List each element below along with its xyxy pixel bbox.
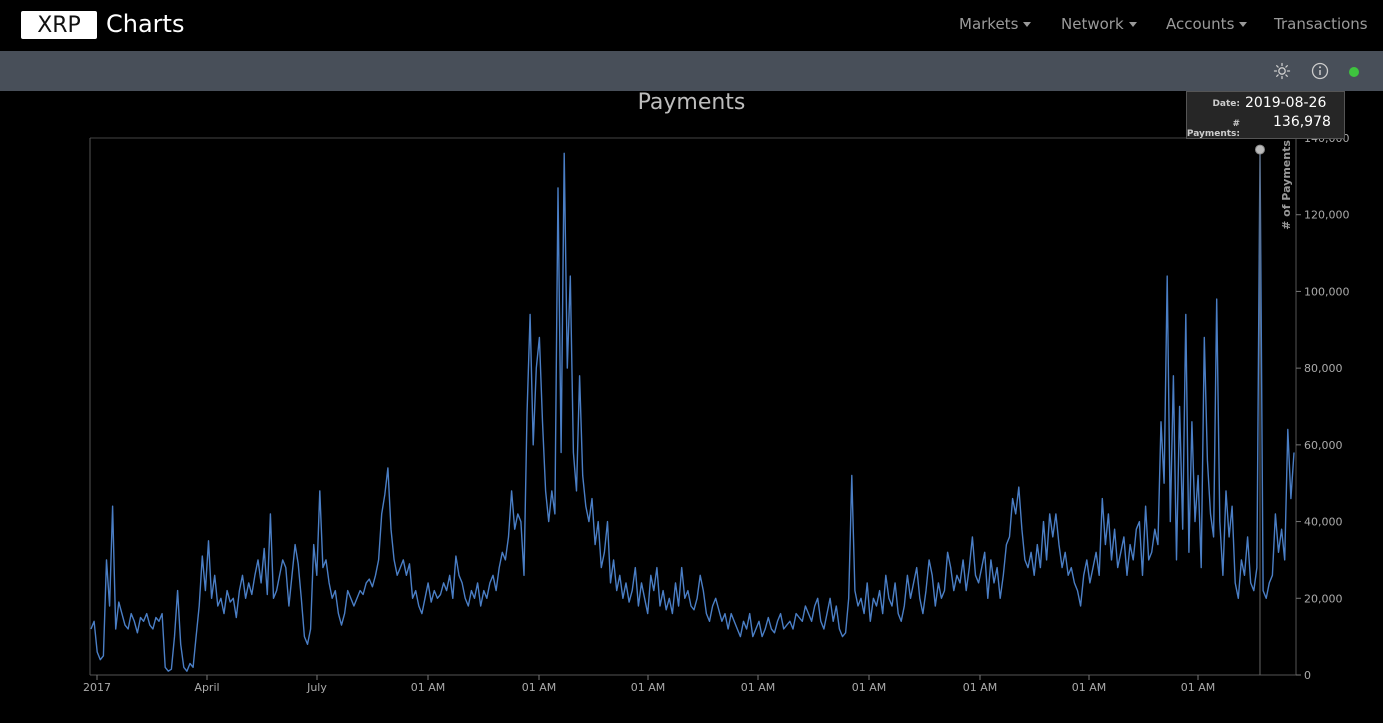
x-tick-label: 01 AM [631, 681, 666, 694]
x-tick-label: July [306, 681, 327, 694]
tooltip-payments-label: # Payments: [1186, 119, 1241, 139]
nav-accounts[interactable]: Accounts [1166, 15, 1248, 33]
logo-text: XRP [37, 12, 81, 38]
x-tick-label: 01 AM [741, 681, 776, 694]
nav-transactions-label: Transactions [1274, 15, 1368, 33]
nav-transactions[interactable]: Transactions [1274, 15, 1368, 33]
y-tick-label: 80,000 [1304, 362, 1343, 375]
y-tick-label: 20,000 [1304, 592, 1343, 605]
x-tick-label: 01 AM [1072, 681, 1107, 694]
status-dot-icon [1349, 67, 1359, 77]
x-tick-label: 01 AM [522, 681, 557, 694]
tooltip-payments-value: 136,978 [1273, 114, 1331, 130]
y-tick-label: 40,000 [1304, 516, 1343, 529]
top-navbar: XRP Charts Markets Network Accounts Tran… [0, 0, 1383, 51]
x-tick-label: 01 AM [852, 681, 887, 694]
toolbar [0, 51, 1383, 91]
x-tick-label: April [194, 681, 219, 694]
app-title: Charts [106, 10, 185, 38]
nav-markets[interactable]: Markets [959, 15, 1032, 33]
chart-tooltip: Date: 2019-08-26 # Payments: 136,978 [1186, 91, 1345, 139]
chevron-down-icon [1023, 22, 1032, 27]
y-tick-label: 120,000 [1304, 209, 1350, 222]
chevron-down-icon [1128, 22, 1137, 27]
nav-network-label: Network [1061, 15, 1124, 33]
hover-marker [1254, 144, 1265, 155]
y-tick-label: 100,000 [1304, 285, 1350, 298]
y-axis-label: # of Payments [1280, 140, 1293, 230]
tooltip-date-value: 2019-08-26 [1245, 95, 1327, 111]
chart-title: Payments [637, 90, 746, 115]
tooltip-date-label: Date: [1212, 99, 1240, 109]
nav-network[interactable]: Network [1061, 15, 1137, 33]
y-tick-label: 0 [1304, 669, 1311, 682]
x-tick-label: 2017 [83, 681, 111, 694]
nav-markets-label: Markets [959, 15, 1019, 33]
payments-series-line [90, 148, 1295, 672]
x-tick-label: 01 AM [411, 681, 446, 694]
y-tick-label: 60,000 [1304, 439, 1343, 452]
chevron-down-icon [1239, 22, 1248, 27]
xrp-logo[interactable]: XRP [21, 11, 97, 39]
sun-icon[interactable] [1273, 62, 1291, 80]
x-tick-label: 01 AM [963, 681, 998, 694]
info-icon[interactable] [1311, 62, 1329, 80]
x-tick-label: 01 AM [1181, 681, 1216, 694]
nav-accounts-label: Accounts [1166, 15, 1235, 33]
